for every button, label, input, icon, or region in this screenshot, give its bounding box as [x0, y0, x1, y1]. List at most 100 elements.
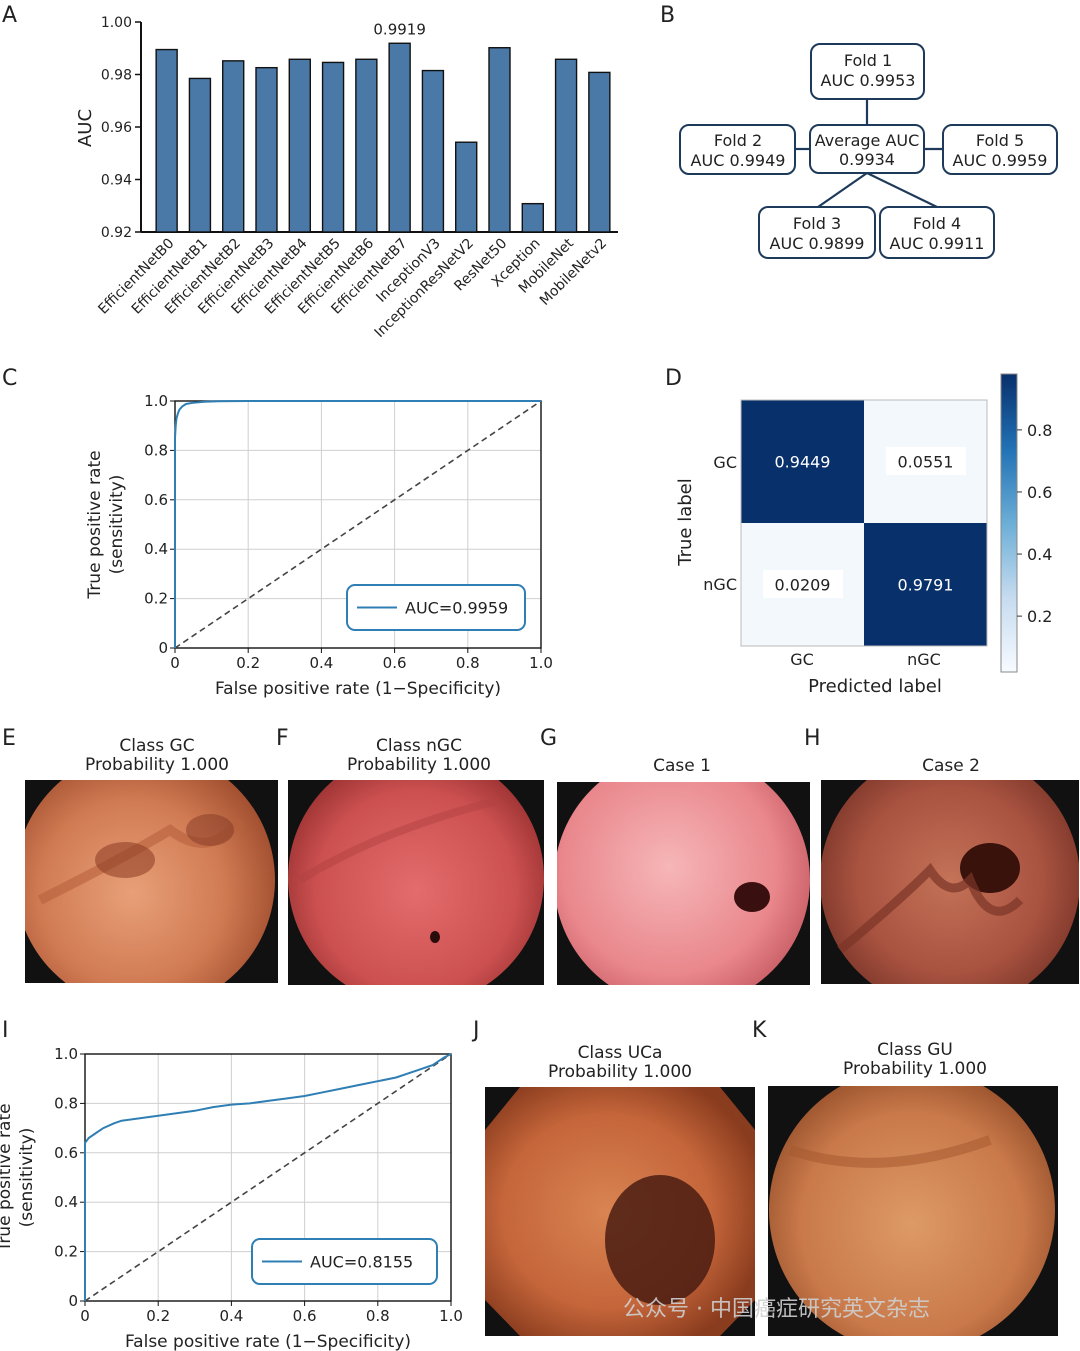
legend-box: [251, 1238, 438, 1285]
matrix-cell: [741, 400, 864, 523]
roc-curve-external: 0 0.2 0.4 0.6 0.8 1.0 0 0.2 0.4 0.6 0.8 1.0 AUC=0.81…: [0, 1045, 463, 1351]
y-axis-label: AUC: [75, 109, 96, 147]
cell-value: 0.0551: [898, 453, 954, 472]
bar-mobilenetv2: [588, 71, 611, 233]
colorbar-tick-label: 0.4: [1027, 545, 1052, 564]
watermark: 公众号 · 中国癌症研究英文杂志: [623, 1297, 930, 1322]
fold-box-1: Fold 1 AUC 0.9953: [810, 43, 925, 100]
chance-diagonal: [174, 400, 542, 649]
bar-efficientnetb5: [321, 61, 345, 233]
chance-diagonal: [84, 1053, 452, 1302]
image-panel-h: Case 2: [821, 756, 1079, 984]
y-tick-label: 0.2: [144, 590, 168, 608]
panel-letter-h: H: [804, 726, 821, 751]
svg-text:Probability 1.000: Probability 1.000: [843, 1059, 987, 1079]
x-tick-label: 0: [80, 1307, 90, 1325]
panel-letter-f: F: [276, 726, 289, 751]
bar-mobilenet: [554, 58, 578, 233]
bar-efficientnetb1: [188, 77, 212, 233]
y-axis-label: (sensitivity): [107, 475, 127, 575]
svg-text:Probability 1.000: Probability 1.000: [347, 755, 491, 775]
cell-value: 0.9449: [775, 453, 831, 472]
panel-letter-b: B: [660, 3, 675, 28]
panel-letter-a: A: [2, 3, 17, 28]
y-tick-label: 0.98: [101, 68, 132, 84]
x-tick-label: 0: [170, 654, 180, 672]
y-tick-label: 1.0: [54, 1045, 78, 1063]
panel-letter-i: I: [2, 1018, 9, 1043]
y-tick-label: 0.6: [54, 1144, 78, 1162]
x-tick-label: 0.6: [383, 654, 407, 672]
y-tick-label: 0.4: [54, 1193, 78, 1211]
svg-text:Case 1: Case 1: [653, 756, 711, 776]
y-tick-label: 0.96: [101, 120, 132, 136]
fold-box-2: Fold 2 AUC 0.9949: [679, 124, 796, 175]
roc-series-line: [84, 1053, 452, 1301]
cell-label-bg: [886, 447, 966, 475]
y-tick-label: 0.4: [144, 540, 168, 558]
svg-text:Probability 1.000: Probability 1.000: [548, 1062, 692, 1082]
legend-box: [346, 584, 526, 631]
panel-letter-c: C: [2, 366, 17, 391]
svg-text:Probability 1.000: Probability 1.000: [85, 755, 229, 775]
col-label-ngc: nGC: [907, 650, 941, 669]
image-panel-g: Case 1: [557, 756, 810, 985]
image-panel-e: Class GC Probability 1.000: [25, 736, 278, 983]
connectors: [795, 99, 943, 208]
bar-resnet50: [488, 47, 511, 233]
svg-text:Case 2: Case 2: [922, 756, 980, 776]
bar-efficientnetb4: [288, 58, 311, 233]
average-auc-box: Average AUC 0.9934: [809, 124, 925, 174]
panel-letter-g: G: [540, 726, 557, 751]
bar-inceptionv3: [421, 69, 445, 233]
bar-inceptionresnetv2: [455, 141, 478, 233]
image-panel-f: Class nGC Probability 1.000: [288, 736, 544, 985]
svg-text:AUC 0.9953: AUC 0.9953: [821, 71, 916, 90]
colorbar: [1000, 373, 1018, 673]
svg-text:Fold 3: Fold 3: [793, 214, 841, 233]
colorbar-tick-label: 0.2: [1027, 607, 1052, 626]
svg-text:Fold 5: Fold 5: [976, 131, 1024, 150]
y-tick-label: 1.0: [144, 392, 168, 410]
y-tick-label: 0: [68, 1292, 78, 1310]
panel-letter-j: J: [471, 1018, 480, 1043]
roc-curve-test: 0 0.2 0.4 0.6 0.8 1.0 0 0.2 0.4 0.6 0.8 1.0 AUC=0.99…: [85, 392, 553, 699]
bar-value-annotation: 0.9919: [373, 20, 426, 38]
svg-text:AUC 0.9959: AUC 0.9959: [953, 151, 1048, 170]
fold-box-4: Fold 4 AUC 0.9911: [879, 206, 995, 259]
x-axis-label: Predicted label: [808, 676, 942, 697]
svg-text:Fold 1: Fold 1: [844, 51, 892, 70]
svg-text:0.9934: 0.9934: [839, 150, 895, 169]
bar-efficientnetb3: [255, 66, 278, 233]
cell-value: 0.9791: [898, 576, 954, 595]
svg-text:AUC 0.9899: AUC 0.9899: [770, 234, 865, 253]
bar-xception: [521, 202, 544, 233]
x-tick-label: 0.8: [366, 1307, 390, 1325]
y-axis-label: True positive rate: [85, 450, 105, 599]
svg-text:AUC 0.9949: AUC 0.9949: [691, 151, 786, 170]
legend-label: AUC=0.9959: [405, 599, 508, 618]
x-tick-label: 0.8: [456, 654, 480, 672]
auc-bar-chart: 0.920.940.960.981.00 0.9919 EfficientNet…: [75, 15, 618, 341]
y-tick-label: 0.94: [101, 173, 132, 189]
svg-text:Class UCa: Class UCa: [578, 1043, 663, 1063]
y-tick-label: 1.00: [101, 15, 132, 31]
y-tick-label: 0.2: [54, 1243, 78, 1261]
confusion-matrix: 0.9449 0.0551 0.0209 0.9791 GC nGC GC nGC P…: [675, 373, 1052, 697]
bar-efficientnetb0: [155, 48, 178, 233]
colorbar-tick-label: 0.8: [1027, 421, 1052, 440]
x-tick-label: 0.2: [146, 1307, 170, 1325]
panel-letter-k: K: [752, 1018, 767, 1043]
y-axis-label: True label: [675, 478, 696, 567]
panel-letter-d: D: [665, 366, 682, 391]
y-tick-label: 0.8: [144, 441, 168, 459]
svg-text:AUC 0.9911: AUC 0.9911: [890, 234, 985, 253]
y-axis-label: (sensitivity): [17, 1128, 37, 1228]
x-tick-label: 1.0: [439, 1307, 463, 1325]
x-axis-label: False positive rate (1−Specificity): [125, 1332, 411, 1351]
svg-text:Fold 2: Fold 2: [714, 131, 762, 150]
svg-text:Average AUC: Average AUC: [815, 131, 920, 150]
cell-label-bg: [763, 570, 843, 598]
fold-box-5: Fold 5 AUC 0.9959: [942, 124, 1058, 175]
